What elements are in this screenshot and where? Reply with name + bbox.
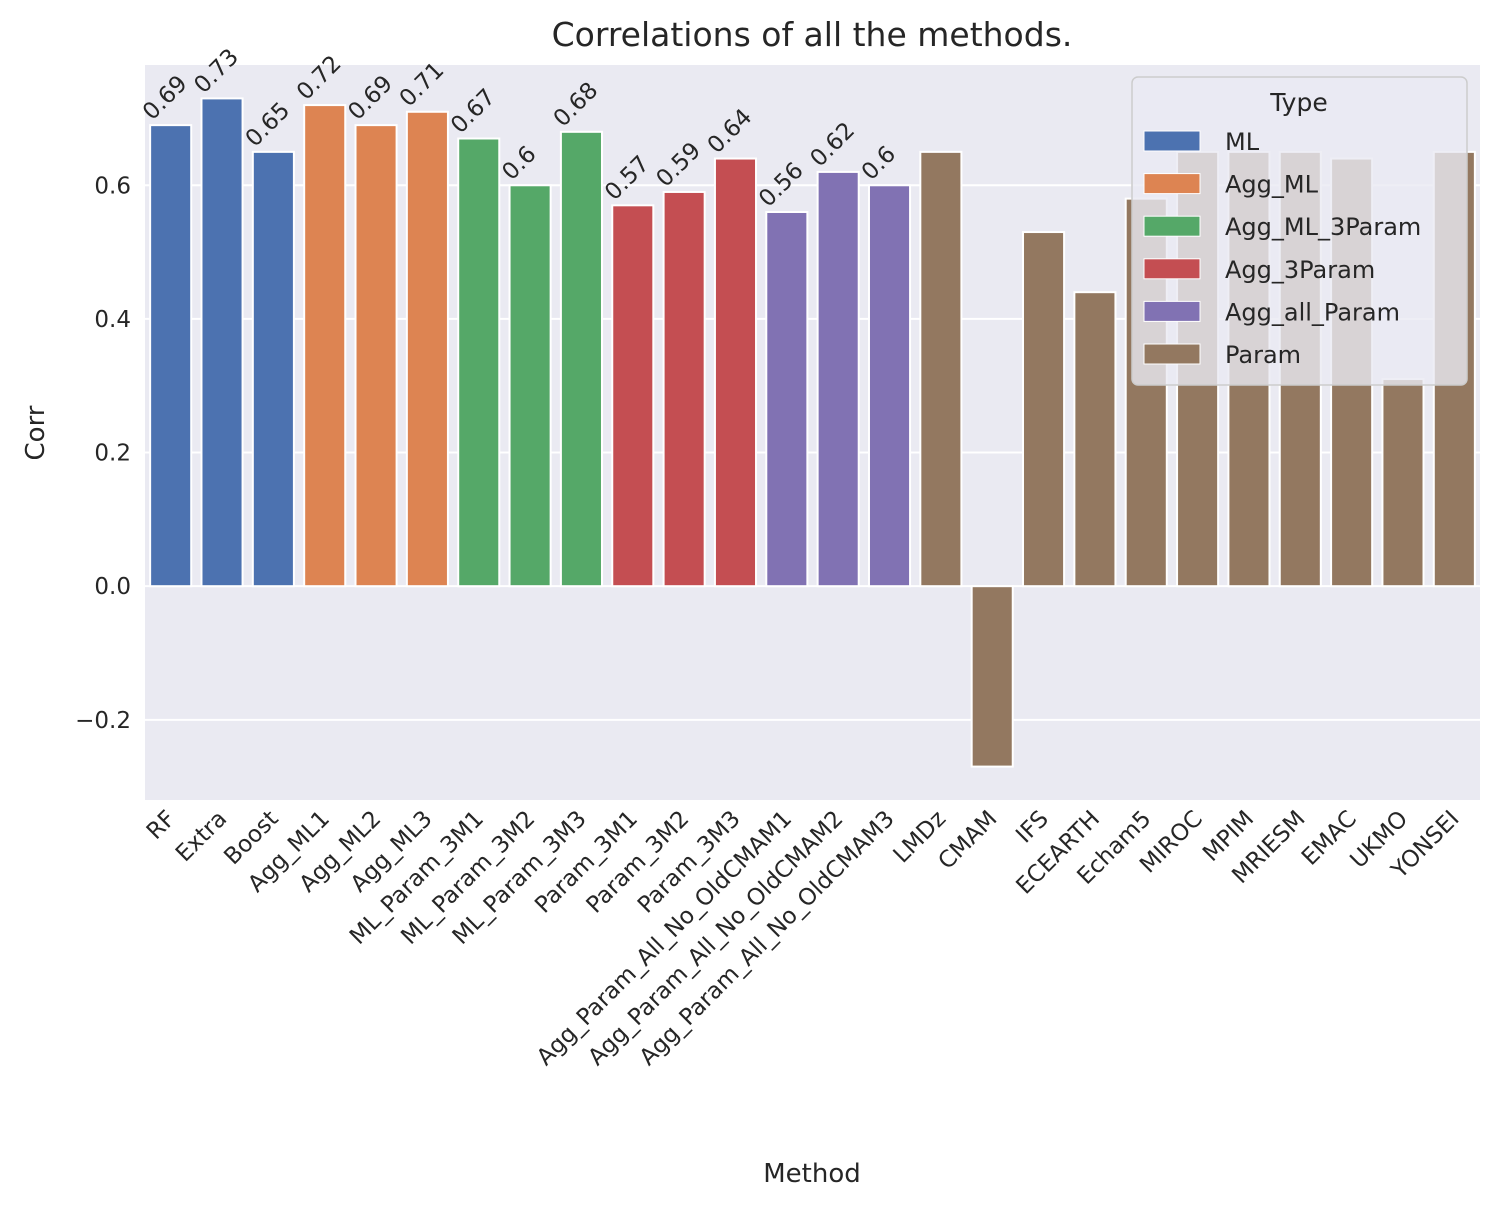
y-tick-label: 0.6 bbox=[94, 173, 131, 199]
legend-title: Type bbox=[1269, 88, 1327, 117]
x-tick-label: RF bbox=[142, 806, 181, 845]
y-tick-label: −0.2 bbox=[75, 708, 131, 734]
bar bbox=[970, 585, 1014, 768]
legend-swatch bbox=[1143, 258, 1201, 280]
bar bbox=[867, 184, 912, 588]
y-tick-labels: −0.2 0.0 0.2 0.4 0.6 bbox=[75, 173, 131, 734]
legend-swatch bbox=[1143, 300, 1201, 322]
bar bbox=[200, 97, 244, 588]
bar bbox=[662, 190, 706, 588]
bar bbox=[354, 124, 398, 588]
legend-label: ML bbox=[1225, 128, 1260, 156]
legend-swatch bbox=[1143, 343, 1201, 365]
x-axis-title: Method bbox=[763, 1159, 861, 1189]
bar bbox=[1022, 231, 1066, 588]
bar bbox=[405, 110, 449, 588]
legend-label: Agg_ML_3Param bbox=[1225, 213, 1421, 241]
bar bbox=[765, 211, 809, 588]
y-tick-label: 0.0 bbox=[94, 574, 131, 600]
x-tick-label: Extra bbox=[171, 806, 232, 867]
bar bbox=[919, 150, 963, 588]
legend-swatch bbox=[1143, 215, 1201, 237]
bar bbox=[149, 124, 193, 588]
bar bbox=[508, 184, 552, 588]
legend-swatch bbox=[1143, 173, 1201, 195]
bar bbox=[457, 137, 501, 588]
chart-title: Correlations of all the methods. bbox=[552, 15, 1073, 54]
x-tick-labels: RFExtraBoostAgg_ML1Agg_ML2Agg_ML3ML_Para… bbox=[142, 806, 1465, 1071]
bar bbox=[303, 104, 347, 588]
legend: Type ML Agg_ML Agg_ML_3Param Agg_3Param Agg_… bbox=[1131, 76, 1468, 386]
legend-swatch bbox=[1143, 130, 1201, 152]
bar bbox=[611, 204, 655, 588]
bar bbox=[251, 150, 295, 588]
y-axis-title: Corr bbox=[21, 405, 51, 460]
bar bbox=[816, 170, 860, 588]
legend-label: Param bbox=[1225, 341, 1301, 369]
x-tick-label: CMAM bbox=[934, 806, 1003, 875]
legend-entries: ML Agg_ML Agg_ML_3Param Agg_3Param Agg_all_P… bbox=[1143, 128, 1421, 369]
legend-box bbox=[1131, 76, 1468, 386]
legend-label: Agg_all_Param bbox=[1225, 298, 1400, 326]
x-tick-label: IFS bbox=[1011, 806, 1054, 849]
bar bbox=[1073, 291, 1117, 588]
bar bbox=[713, 157, 758, 588]
bar bbox=[559, 130, 603, 588]
legend-label: Agg_3Param bbox=[1225, 256, 1375, 284]
y-tick-label: 0.2 bbox=[94, 441, 131, 467]
y-tick-label: 0.4 bbox=[94, 307, 131, 333]
bar bbox=[1381, 378, 1425, 588]
legend-label: Agg_ML bbox=[1225, 171, 1319, 199]
